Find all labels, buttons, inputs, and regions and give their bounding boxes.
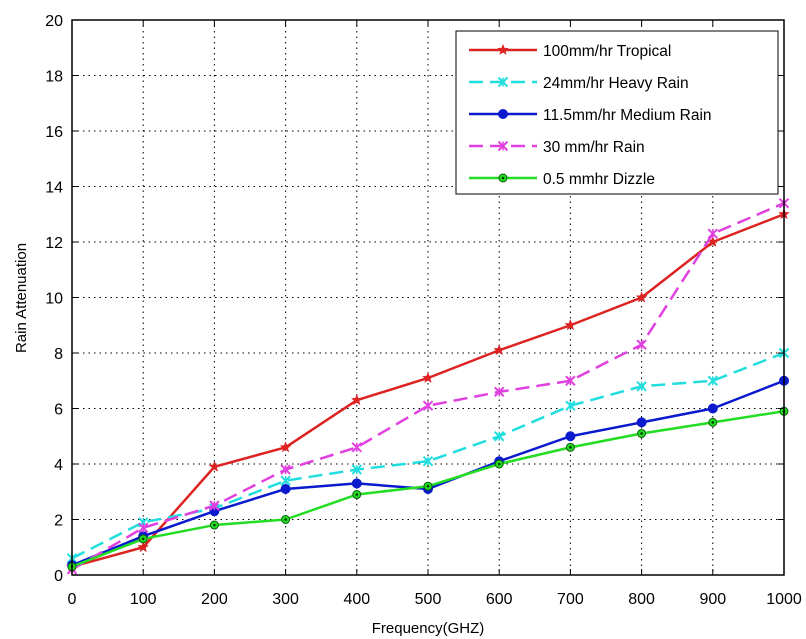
y-tick-label: 6	[54, 402, 63, 419]
data-point	[209, 500, 220, 511]
data-point	[422, 400, 434, 411]
data-point	[280, 483, 291, 494]
data-point	[636, 381, 647, 392]
data-point	[565, 375, 576, 386]
x-tick-label: 800	[628, 591, 655, 608]
x-tick-label: 900	[699, 591, 726, 608]
legend-item: 24mm/hr Heavy Rain	[469, 75, 689, 92]
x-tick-label: 200	[201, 591, 228, 608]
y-tick-label: 20	[45, 13, 63, 30]
legend-box	[455, 30, 779, 195]
data-point	[281, 515, 291, 524]
legend-label: 100mm/hr Tropical	[543, 43, 671, 60]
data-point	[493, 386, 505, 398]
y-tick-label: 14	[45, 180, 63, 197]
data-point	[209, 520, 219, 530]
data-point	[280, 475, 291, 486]
data-point	[351, 478, 362, 489]
data-point	[423, 481, 433, 491]
y-tick-label: 10	[45, 291, 63, 308]
legend-swatch-marker	[497, 43, 509, 56]
legend-swatch-marker	[498, 173, 508, 183]
data-point	[494, 459, 504, 469]
y-tick-label: 8	[54, 346, 63, 363]
data-point	[351, 464, 363, 475]
x-tick-label: 0	[68, 591, 77, 608]
x-tick-label: 100	[130, 591, 157, 608]
legend-item: 100mm/hr Tropical	[469, 43, 671, 60]
data-point	[565, 442, 575, 452]
data-point	[137, 522, 149, 534]
data-point	[636, 339, 647, 350]
data-point	[280, 464, 291, 475]
data-point	[707, 228, 719, 239]
x-tick-label: 400	[343, 591, 370, 608]
y-tick-label: 0	[54, 568, 63, 585]
y-tick-label: 18	[45, 69, 63, 86]
legend-swatch-marker	[498, 109, 508, 119]
legend-label: 0.5 mmhr Dizzle	[543, 171, 655, 188]
data-point	[138, 534, 148, 544]
x-axis-label: Frequency(GHZ)	[372, 620, 485, 637]
tick-layer: 0 100 200 300 400 500 600 700 800 900 1000 0 2 4 6 8 10 1…	[45, 13, 802, 608]
data-point	[636, 417, 647, 428]
data-point	[279, 441, 292, 453]
data-point	[352, 490, 362, 500]
y-tick-label: 2	[54, 513, 63, 530]
x-tick-label: 1000	[766, 591, 802, 608]
y-tick-label: 4	[54, 457, 63, 474]
legend-label: 11.5mm/hr Medium Rain	[543, 107, 712, 124]
data-point	[351, 442, 363, 453]
data-point	[208, 460, 221, 472]
legend: 100mm/hr Tropical 24mm/hr Heavy Rain 11.5m…	[455, 30, 779, 195]
data-point	[422, 371, 434, 383]
legend-item: 0.5 mmhr Dizzle	[469, 171, 655, 188]
x-tick-label: 700	[557, 591, 584, 608]
data-point	[493, 344, 506, 356]
data-point	[565, 431, 576, 442]
data-point	[707, 403, 718, 414]
legend-items: 100mm/hr Tropical 24mm/hr Heavy Rain 11.5m…	[469, 43, 712, 188]
data-point	[137, 541, 150, 553]
series-line	[71, 202, 785, 571]
data-point	[707, 375, 719, 386]
legend-item: 30 mm/hr Rain	[469, 139, 645, 156]
x-tick-label: 300	[272, 591, 299, 608]
legend-label: 24mm/hr Heavy Rain	[543, 75, 689, 92]
data-point	[637, 428, 647, 438]
legend-swatch-marker	[497, 76, 509, 88]
y-tick-label: 12	[45, 235, 63, 252]
data-point	[350, 393, 363, 406]
x-tick-label: 600	[486, 591, 513, 608]
y-axis-label: Rain Attenuation	[13, 243, 30, 353]
data-point	[422, 456, 434, 467]
data-point	[708, 417, 718, 427]
data-point	[635, 291, 648, 303]
legend-item: 11.5mm/hr Medium Rain	[469, 107, 712, 124]
data-point	[564, 319, 577, 331]
legend-swatch-marker	[497, 140, 509, 152]
data-point	[493, 431, 505, 442]
x-tick-label: 500	[415, 591, 442, 608]
data-point	[565, 400, 576, 411]
legend-label: 30 mm/hr Rain	[543, 139, 645, 156]
y-tick-label: 16	[45, 124, 63, 141]
